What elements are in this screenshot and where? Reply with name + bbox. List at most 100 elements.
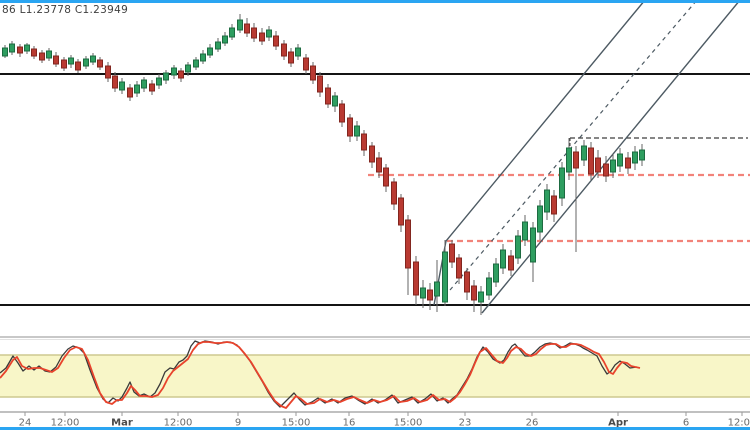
ohlc-readout: 86 L1.23778 C1.23949 <box>2 4 129 16</box>
stochastic-d-line <box>0 341 641 409</box>
candlestick <box>215 38 221 52</box>
candlestick <box>442 240 448 306</box>
candlestick <box>522 215 528 246</box>
x-axis-label: 16 <box>343 418 356 429</box>
candlestick <box>449 240 455 268</box>
candlestick <box>551 190 557 222</box>
candlestick <box>90 53 96 65</box>
trend-channel-left-line <box>433 0 646 306</box>
candlestick <box>259 28 265 45</box>
candlestick <box>413 256 419 305</box>
candlestick <box>185 62 191 76</box>
candlestick <box>347 114 353 142</box>
candlestick <box>141 77 147 92</box>
bottom-blue-border <box>0 427 750 430</box>
candlestick <box>478 286 484 315</box>
black-dashed-level[interactable] <box>569 137 748 146</box>
candlestick <box>325 84 331 108</box>
candlestick <box>559 162 565 206</box>
candlestick <box>581 140 587 166</box>
candlestick <box>24 43 30 54</box>
candlestick <box>53 52 59 67</box>
candlestick <box>625 152 631 174</box>
candlestick <box>493 258 499 287</box>
stochastic-k-line <box>0 340 638 408</box>
x-axis-label: 6 <box>683 418 689 429</box>
candlestick <box>544 184 550 220</box>
candlestick <box>508 250 514 276</box>
candlestick <box>17 44 23 57</box>
candlestick <box>317 72 323 97</box>
candlestick <box>207 44 213 58</box>
trend-channel-right-line <box>481 0 741 314</box>
x-axis-label: 26 <box>526 418 539 429</box>
candlestick <box>156 74 162 89</box>
candlestick <box>273 31 279 50</box>
candlestick <box>251 23 257 42</box>
candlestick <box>244 18 250 37</box>
trend-channel-median-line <box>449 0 698 291</box>
candlestick <box>566 138 572 180</box>
candlestick <box>134 81 140 97</box>
candlestick <box>229 24 235 40</box>
candlestick <box>39 50 45 63</box>
x-axis-label: Mar <box>111 418 133 429</box>
top-blue-border <box>0 0 750 3</box>
stochastic-indicator <box>0 340 641 409</box>
candlestick <box>361 130 367 156</box>
stochastic-band <box>0 354 750 398</box>
candlestick <box>471 280 477 312</box>
candlestick <box>295 44 301 60</box>
candlestick <box>163 70 169 84</box>
candlestick <box>61 57 67 71</box>
candlestick <box>383 164 389 192</box>
candlestick <box>237 14 243 33</box>
candlestick <box>405 215 411 295</box>
candlestick <box>537 200 543 240</box>
candlestick <box>434 260 440 312</box>
candlestick <box>75 59 81 73</box>
candlestick <box>112 72 118 92</box>
support-resistance-lines[interactable] <box>0 73 750 306</box>
candlestick <box>617 148 623 172</box>
candlestick <box>310 62 316 84</box>
candlestick <box>376 152 382 178</box>
candlestick <box>464 268 470 300</box>
candlestick <box>639 144 645 166</box>
candlestick <box>83 56 89 69</box>
candlestick <box>68 55 74 68</box>
x-axis-label: 15:00 <box>282 418 311 429</box>
candlestick <box>420 280 426 308</box>
candlestick <box>2 45 8 58</box>
candlestick <box>632 146 638 170</box>
candlestick <box>266 26 272 41</box>
candlestick <box>222 32 228 46</box>
candlestick <box>354 121 360 141</box>
candlestick <box>610 154 616 178</box>
candlestick <box>9 41 15 55</box>
candlestick <box>595 150 601 178</box>
candlestick <box>530 222 536 282</box>
candlestick <box>369 142 375 168</box>
candlestick <box>515 230 521 264</box>
candlestick <box>46 48 52 61</box>
candlestick <box>456 254 462 284</box>
x-axis-label: 12:00 <box>164 418 193 429</box>
candlestick <box>178 68 184 82</box>
x-axis-label: 12:00 <box>728 418 750 429</box>
candlestick <box>149 80 155 95</box>
candlestick <box>500 244 506 274</box>
x-axis-label: 12:00 <box>51 418 80 429</box>
candlestick <box>200 50 206 64</box>
candlestick <box>288 48 294 67</box>
candlestick <box>332 92 338 112</box>
x-axis-label: 23 <box>459 418 472 429</box>
x-axis-label: 24 <box>19 418 32 429</box>
x-axis-label: Apr <box>608 418 628 429</box>
candlestick <box>486 272 492 300</box>
candlestick <box>97 57 103 70</box>
x-axis[interactable]: 24 12:00 Mar 12:00 9 15:00 16 15:00 23 26 Apr 6 12:0… <box>19 412 750 429</box>
candlestick <box>193 57 199 70</box>
